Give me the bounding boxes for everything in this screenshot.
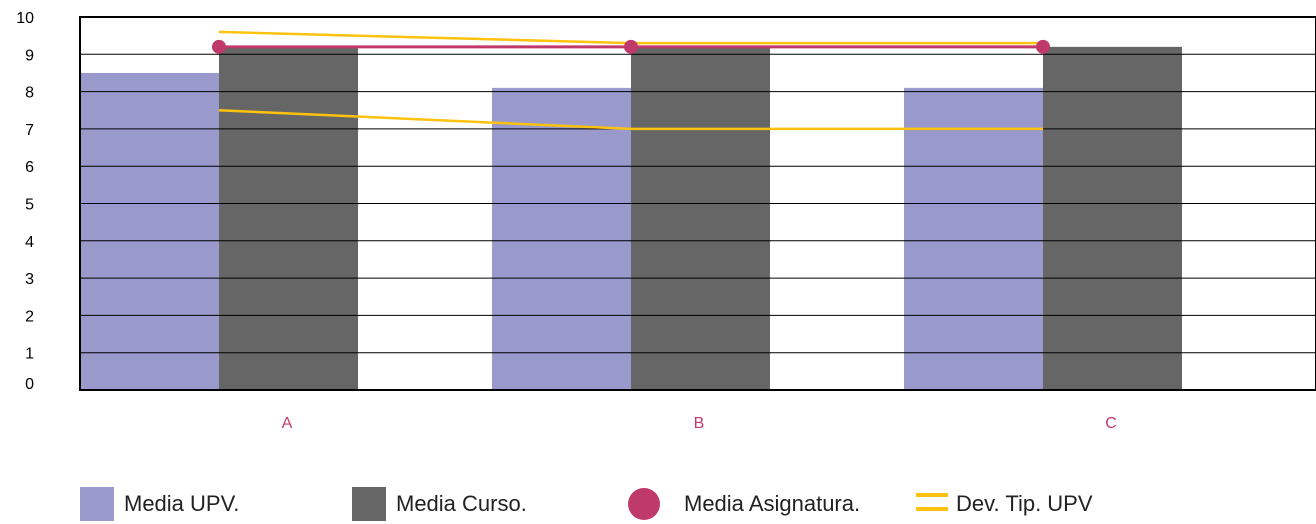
y-tick-label-3: 3 (25, 271, 34, 288)
y-tick-label-5: 5 (25, 197, 34, 214)
bar-media-curso-A (219, 46, 358, 391)
y-tick-label-6: 6 (25, 159, 34, 176)
media-asignatura-point-A (212, 39, 226, 54)
legend-label-media-upv: Media UPV. (124, 491, 240, 516)
legend: Media UPV. Media Curso. Media Asignatura… (0, 484, 1316, 524)
x-category-label-A: A (282, 415, 293, 432)
legend-swatch-media-curso (352, 487, 386, 521)
legend-swatch-media-asignatura (628, 488, 660, 520)
legend-label-dev-tip-upv: Dev. Tip. UPV (956, 491, 1093, 516)
media-asignatura-point-B (624, 39, 638, 54)
legend-item-media-asignatura: Media Asignatura. (628, 484, 860, 524)
legend-item-dev-tip-upv: Dev. Tip. UPV (916, 484, 1093, 524)
legend-item-media-curso: Media Curso. (352, 484, 527, 524)
y-tick-label-4: 4 (25, 234, 34, 251)
media-asignatura-point-C (1036, 39, 1050, 54)
bars-layer (80, 46, 1182, 391)
y-axis-ticks: 0 1 2 3 4 5 6 7 8 9 10 (16, 10, 34, 393)
y-tick-label-7: 7 (25, 122, 34, 139)
y-tick-label-10: 10 (16, 10, 34, 27)
legend-item-media-upv: Media UPV. (80, 484, 239, 524)
line-overlay (212, 30, 1050, 131)
bar-media-curso-B (631, 46, 770, 391)
x-category-label-B: B (694, 415, 705, 432)
y-tick-label-9: 9 (25, 47, 34, 64)
chart-canvas: 0 1 2 3 4 5 6 7 8 9 10 A B C (16, 10, 1316, 432)
plot-frame (79, 16, 1316, 391)
dev-tip-upv-lower-line (218, 109, 1043, 131)
x-category-label-C: C (1105, 415, 1117, 432)
gridlines (80, 53, 1316, 354)
y-tick-label-0: 0 (25, 376, 34, 393)
y-tick-label-8: 8 (25, 85, 34, 102)
y-tick-label-2: 2 (25, 308, 34, 325)
legend-label-media-curso: Media Curso. (396, 491, 527, 516)
bar-media-upv-B (492, 87, 631, 391)
y-tick-label-1: 1 (25, 346, 34, 363)
bar-media-upv-A (80, 72, 219, 390)
x-axis-categories: A B C (282, 415, 1117, 432)
legend-label-media-asignatura: Media Asignatura. (684, 491, 861, 516)
legend-swatch-dev-tip-upv (916, 487, 948, 521)
bar-media-upv-C (904, 87, 1043, 391)
legend-swatch-media-upv (80, 487, 114, 521)
bar-media-curso-C (1043, 46, 1182, 391)
